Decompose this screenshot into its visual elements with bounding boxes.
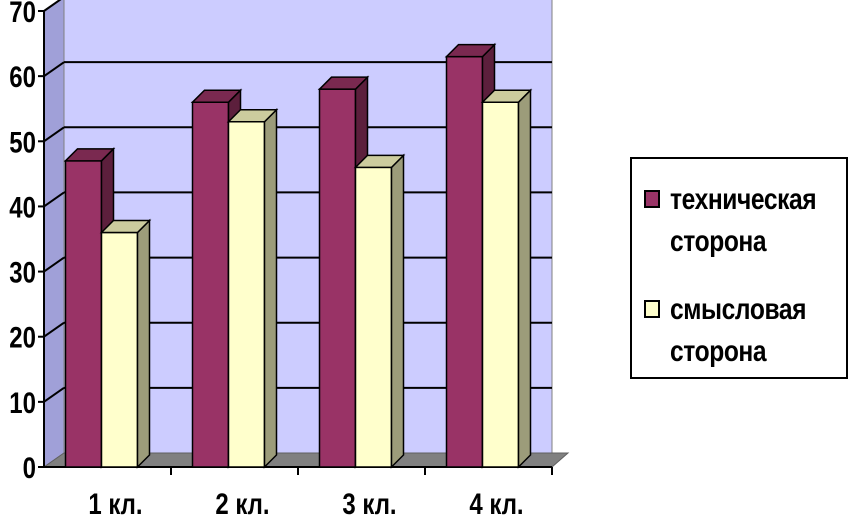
bar-top	[226, 108, 279, 123]
bar-top	[190, 89, 243, 103]
gridline-diagonal	[43, 0, 62, 12]
bar-top	[317, 76, 370, 90]
bar-front	[354, 166, 393, 468]
bar-side	[136, 218, 151, 469]
gridline-diagonal	[43, 126, 65, 143]
bar-top	[99, 219, 152, 234]
x-tick-label-4: 4 кл.	[469, 486, 523, 520]
y-tick-label-30: 30	[9, 255, 36, 289]
bar-front	[191, 101, 230, 468]
y-tick-label-70: 70	[9, 0, 36, 29]
y-tick-label-50: 50	[9, 125, 36, 159]
legend-swatch-technical	[644, 190, 660, 208]
bar-2-series-2	[226, 107, 279, 469]
bar-1-series-2	[99, 218, 152, 469]
x-tick-label-1: 1 кл.	[88, 486, 142, 520]
y-tick-label-0: 0	[23, 450, 36, 484]
legend-item-technical: техническая сторона	[644, 179, 849, 263]
y-tick-label-10: 10	[9, 385, 36, 419]
gridline-diagonal	[43, 321, 65, 338]
bar-3-series-2	[353, 153, 406, 469]
bar-4-series-2	[480, 88, 533, 469]
x-tick-label-2: 2 кл.	[215, 486, 269, 520]
y-tick-labels: 0 10 20 30 40 50 60 70	[9, 0, 36, 485]
bar-front	[227, 120, 266, 468]
legend-item-semantic: смысловая сторона	[644, 289, 849, 373]
bars	[63, 42, 533, 469]
legend: техническая сторона смысловая сторона	[630, 157, 848, 379]
bar-front	[481, 101, 520, 468]
y-tick-label-20: 20	[9, 320, 36, 354]
y-tick-label-40: 40	[9, 190, 36, 224]
bar-side	[263, 107, 278, 469]
bar-top	[444, 43, 497, 58]
bar-top	[480, 89, 533, 103]
legend-label-technical: техническая сторона	[670, 183, 817, 258]
bar-front	[100, 231, 139, 468]
gridline-diagonal	[43, 191, 65, 208]
bar-top	[63, 148, 116, 162]
bar-front	[318, 88, 357, 468]
bar-top	[353, 154, 406, 169]
x-tick-label-3: 3 кл.	[342, 486, 396, 520]
gridline-diagonal	[43, 61, 65, 77]
bar-front	[445, 55, 484, 468]
bar-side	[390, 153, 405, 469]
bar-front	[64, 160, 103, 468]
gridline-diagonal	[43, 256, 65, 273]
bar-side	[517, 88, 532, 469]
legend-swatch-semantic	[644, 300, 660, 318]
legend-label-semantic: смысловая сторона	[670, 293, 807, 368]
y-tick-label-60: 60	[9, 60, 36, 94]
gridline-diagonal	[43, 387, 65, 403]
x-tick-labels: 1 кл. 2 кл. 3 кл. 4 кл.	[88, 486, 523, 520]
